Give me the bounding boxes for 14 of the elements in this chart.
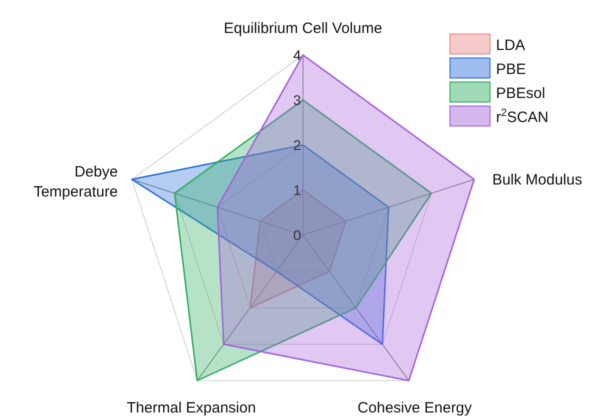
spoke-label: Thermal Expansion [126,400,256,417]
legend-label: r$^{2}$SCAN [496,107,549,126]
spoke-label: Cohesive Energy [358,400,472,417]
legend-label: LDA [496,37,526,54]
spoke-label: Bulk Modulus [492,171,582,188]
spoke-label: Debye Temperature [34,163,118,200]
y-tick-label: 4 [293,47,302,63]
y-tick-label: 0 [293,227,302,243]
y-tick-label: 2 [293,137,302,153]
legend-label: PBE [496,61,526,78]
y-tick-label: 1 [293,182,302,198]
y-tick-label: 3 [293,92,302,108]
legend-label: PBEsol [496,85,546,102]
spoke-label: Equilibrium Cell Volume [224,20,382,37]
